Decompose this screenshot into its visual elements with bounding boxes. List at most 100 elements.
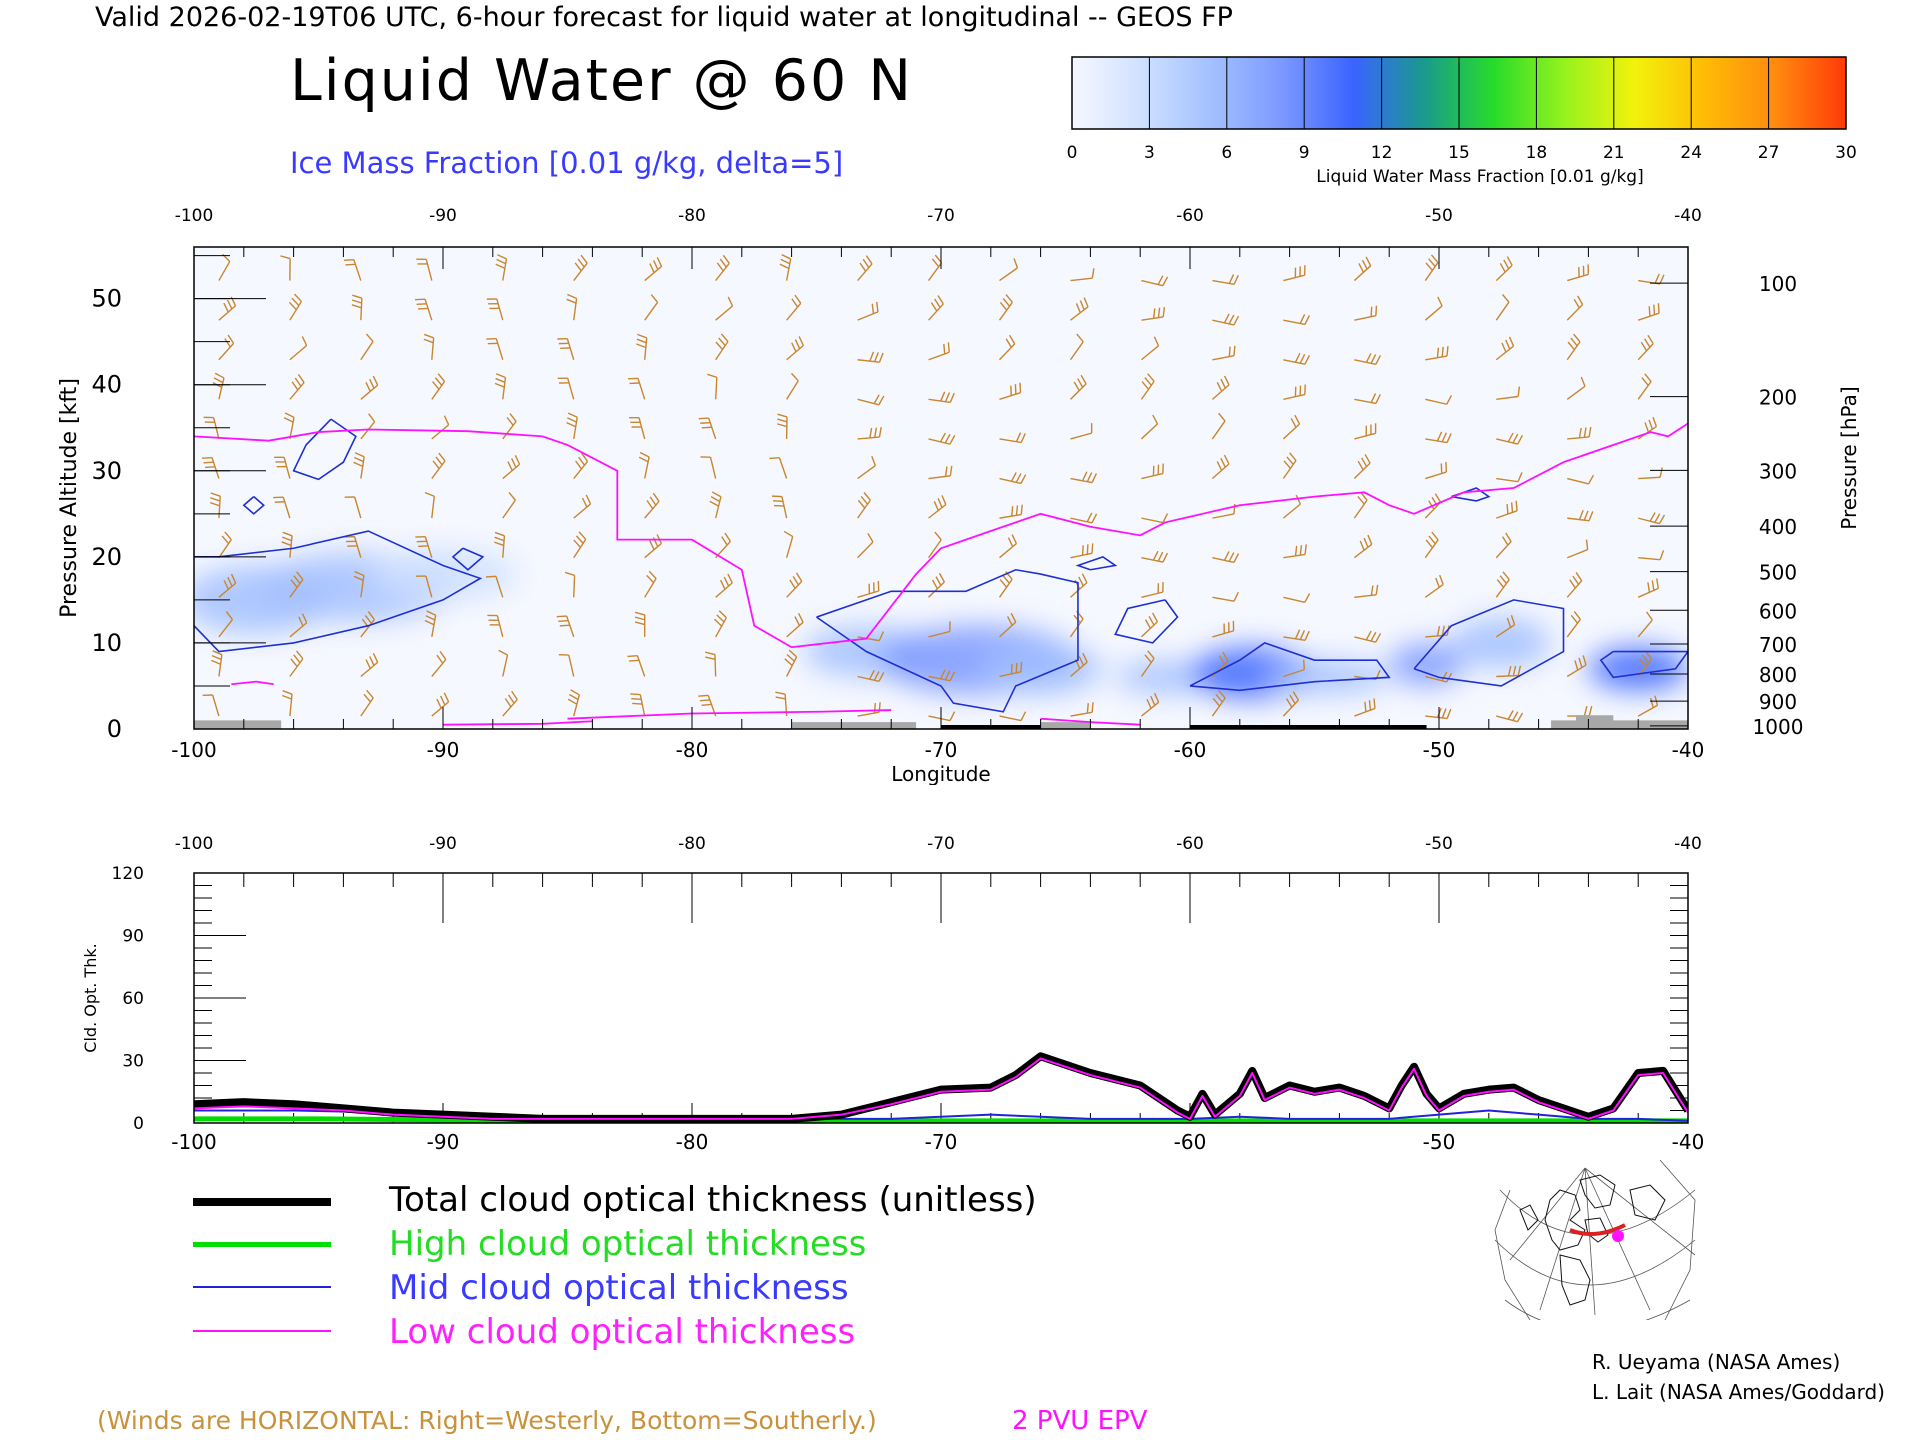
wind-barb-staff: [496, 615, 504, 638]
wind-barb-feather: [871, 455, 877, 466]
wind-barb-staff: [644, 301, 659, 321]
wind-barb-feather: [1144, 654, 1152, 663]
wind-barb-feather: [354, 452, 365, 458]
wind-barb-feather: [1304, 544, 1307, 555]
wind-barb-feather: [1510, 502, 1514, 513]
wind-barb-feather: [1304, 315, 1310, 325]
wind-barb-feather: [226, 299, 233, 310]
wind-barb-staff: [1495, 301, 1510, 321]
wind-barb-staff: [1141, 557, 1164, 563]
wind-barb-feather: [873, 703, 877, 714]
wind-barb-feather: [436, 654, 444, 664]
wind-barb-feather: [1375, 584, 1379, 595]
wind-barb-staff: [714, 496, 722, 519]
wind-barb-feather: [721, 536, 728, 546]
wind-barb-staff: [502, 654, 509, 677]
wind-barb-feather: [999, 579, 1008, 588]
wind-barb-feather: [1583, 427, 1587, 438]
wind-barb-staff: [218, 496, 221, 519]
wind-barb-feather: [1570, 614, 1579, 624]
wind-barb-feather: [1286, 456, 1294, 465]
wind-barb-staff: [708, 417, 717, 440]
wind-barb-feather: [201, 456, 213, 459]
wind-barb-feather: [1080, 374, 1087, 385]
wind-barb-feather: [650, 294, 659, 303]
wind-barb-staff: [857, 465, 876, 480]
wind-barb-feather: [698, 417, 709, 420]
wind-barb-feather: [727, 573, 733, 584]
wind-barb-feather: [1077, 378, 1084, 388]
wind-barb-staff: [715, 582, 733, 598]
wind-barb-feather: [1010, 472, 1017, 482]
wind-barb-feather: [296, 571, 304, 581]
wind-barb-feather: [1567, 341, 1575, 351]
wind-barb-feather: [1358, 263, 1365, 273]
wind-barb-feather: [1073, 381, 1080, 392]
wind-barb-feather: [301, 336, 308, 346]
wind-barb-feather: [649, 496, 657, 506]
wind-barb-staff: [218, 582, 237, 598]
wind-barb-feather: [351, 304, 362, 309]
wind-barb-staff: [1140, 380, 1155, 400]
wind-barb-staff: [1212, 630, 1234, 638]
wind-barb-feather: [1283, 460, 1291, 469]
legend-swatch: [193, 1286, 331, 1288]
wind-barb-feather: [566, 298, 577, 304]
wind-barb-staff: [715, 262, 730, 282]
wind-barb-staff: [1495, 264, 1513, 282]
wind-barb-feather: [1574, 660, 1579, 671]
wind-barb-feather: [293, 654, 301, 664]
wind-barb-feather: [1512, 665, 1517, 676]
wind-barb-feather: [795, 572, 803, 582]
wind-barb-staff: [1425, 715, 1448, 720]
x-tick-label-top: -60: [1176, 206, 1204, 226]
x-tick-label-top: -100: [175, 206, 214, 226]
wind-barb-feather: [1431, 531, 1439, 541]
wind-barb-feather: [1642, 654, 1650, 664]
wind-barb-staff: [1283, 668, 1305, 678]
wind-barb-feather: [424, 491, 435, 497]
wind-barb-staff: [566, 338, 575, 360]
wind-barb-staff: [1069, 383, 1087, 400]
wind-barb-feather: [1648, 306, 1651, 317]
wind-barb-feather: [873, 352, 879, 362]
wind-barb-feather: [878, 395, 885, 406]
wind-barb-staff: [1283, 359, 1306, 365]
wind-barb-feather: [931, 258, 940, 268]
wind-barb-feather: [1141, 381, 1150, 390]
wind-barb-feather: [507, 461, 513, 471]
wind-barb-feather: [1436, 625, 1441, 637]
wind-barb-feather: [1501, 536, 1509, 546]
wind-barb-feather: [719, 579, 726, 590]
wind-barb-feather: [1228, 274, 1235, 284]
wind-barb-staff: [1283, 393, 1305, 401]
y-right-tick-label: 200: [1759, 386, 1797, 410]
wind-barb-feather: [1005, 338, 1012, 348]
wind-barb-staff: [283, 457, 291, 479]
wind-barb-feather: [230, 573, 237, 584]
wind-barb-feather: [1020, 711, 1027, 721]
wind-barb-staff: [1425, 675, 1447, 683]
wind-barb-feather: [1162, 552, 1169, 563]
wind-barb-staff: [644, 578, 657, 598]
wind-barb-staff: [1211, 463, 1230, 480]
wind-barb-feather: [786, 653, 795, 662]
wind-barb-feather: [631, 697, 642, 700]
wind-barb-feather: [790, 372, 799, 382]
wind-barb-staff: [1283, 553, 1306, 559]
wind-barb-staff: [999, 477, 1022, 485]
wind-barb-staff: [715, 617, 727, 638]
wind-barb-staff: [644, 542, 662, 559]
wind-barb-feather: [224, 338, 231, 348]
wind-barb-feather: [1010, 506, 1014, 517]
ice-contour: [292, 418, 357, 481]
wind-barb-staff: [289, 417, 295, 440]
wind-barb-feather: [777, 423, 788, 428]
y-tick-label: 50: [91, 285, 122, 313]
wind-barb-feather: [372, 652, 379, 663]
wind-barb-feather: [867, 533, 874, 543]
wind-barb-staff: [928, 504, 947, 519]
wind-barb-staff: [360, 697, 374, 717]
wind-barb-staff: [927, 262, 943, 281]
wind-barb-feather: [436, 698, 442, 709]
